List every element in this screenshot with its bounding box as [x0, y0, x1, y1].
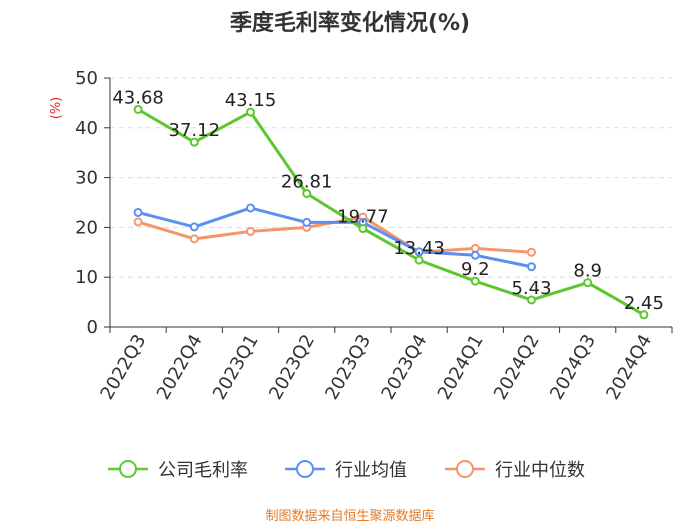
data-label: 5.43 — [511, 278, 551, 299]
legend-label: 行业均值 — [335, 460, 407, 481]
data-point — [302, 188, 312, 198]
data-point — [527, 262, 536, 272]
x-tick-label: 2022Q3 — [97, 331, 151, 403]
data-label: 13.43 — [393, 238, 445, 259]
legend-item-2[interactable]: 行业中位数 — [445, 460, 585, 481]
series-2 — [133, 212, 536, 257]
legend-label: 行业中位数 — [495, 460, 585, 481]
data-label: 9.2 — [461, 259, 490, 280]
data-point — [133, 104, 143, 114]
data-label: 43.15 — [225, 90, 277, 111]
x-tick-label: 2023Q3 — [321, 331, 375, 403]
data-label: 43.68 — [112, 87, 164, 108]
series-line — [137, 108, 645, 317]
data-point — [583, 278, 593, 288]
y-tick-label: 30 — [75, 168, 98, 189]
x-tick-label: 2022Q4 — [153, 331, 207, 403]
legend-label: 公司毛利率 — [158, 460, 248, 481]
data-point — [246, 203, 255, 213]
series-0 — [133, 104, 649, 320]
data-point — [246, 107, 255, 117]
data-point — [527, 295, 536, 305]
data-point — [358, 224, 368, 234]
y-tick-label: 20 — [75, 217, 98, 238]
data-point — [133, 207, 143, 217]
x-tick-label: 2024Q4 — [602, 331, 656, 403]
data-point — [414, 247, 424, 257]
source-note: 制图数据来自恒生聚源数据库 — [265, 508, 434, 524]
x-tick-label: 2024Q1 — [434, 331, 488, 403]
data-point — [639, 310, 649, 320]
y-tick-label: 10 — [75, 267, 98, 288]
data-label: 8.9 — [573, 261, 602, 282]
legend-marker-icon — [296, 460, 314, 478]
data-point — [302, 217, 312, 227]
y-tick-label: 50 — [75, 68, 98, 89]
x-tick-label: 2023Q1 — [209, 331, 263, 403]
x-tick-label: 2023Q2 — [265, 331, 319, 403]
legend-marker-icon — [119, 460, 137, 478]
legend-item-0[interactable]: 公司毛利率 — [108, 460, 248, 481]
data-label: 19.77 — [337, 207, 389, 228]
x-tick-label: 2024Q3 — [546, 331, 600, 403]
data-label: 37.12 — [169, 120, 221, 141]
data-point — [189, 137, 199, 147]
data-label: 2.45 — [624, 293, 664, 314]
data-point — [527, 247, 536, 257]
data-point — [470, 250, 480, 260]
x-tick-label: 2023Q4 — [378, 331, 432, 403]
y-axis-unit-label: (%) — [49, 97, 64, 120]
data-label: 26.81 — [281, 171, 333, 192]
series-line — [137, 206, 532, 269]
legend-marker-icon — [456, 460, 474, 478]
y-tick-label: 0 — [87, 317, 98, 338]
series-1 — [133, 203, 536, 272]
chart-title: 季度毛利率变化情况(%) — [230, 10, 470, 36]
data-point — [133, 217, 143, 227]
data-point — [189, 234, 199, 244]
data-point — [414, 255, 424, 265]
legend[interactable]: 公司毛利率 行业均值 行业中位数 — [108, 460, 585, 481]
data-point — [470, 243, 480, 253]
gridlines — [110, 77, 672, 278]
data-point — [246, 226, 255, 236]
y-tick-label: 40 — [75, 118, 98, 139]
data-point — [189, 222, 199, 232]
x-tick-label: 2024Q2 — [490, 331, 544, 403]
legend-item-1[interactable]: 行业均值 — [285, 460, 407, 481]
data-point — [470, 276, 480, 286]
series-lines — [133, 104, 649, 320]
